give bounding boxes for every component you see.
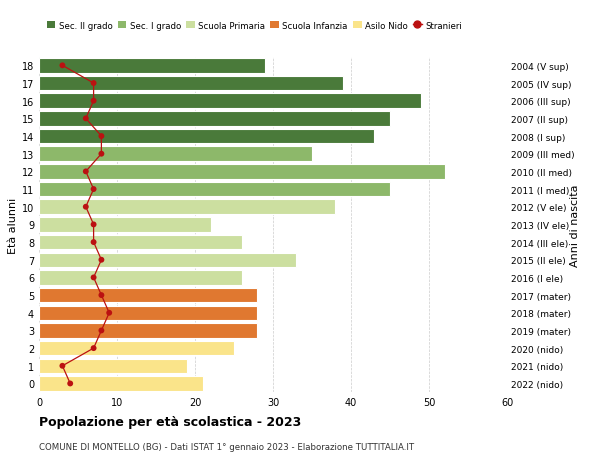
Point	[97, 292, 106, 299]
Point	[81, 115, 91, 123]
Point	[104, 309, 114, 317]
Text: Popolazione per età scolastica - 2023: Popolazione per età scolastica - 2023	[39, 415, 301, 428]
Point	[97, 133, 106, 140]
Point	[89, 345, 98, 352]
Bar	[39, 147, 312, 162]
Bar	[39, 376, 203, 391]
Point	[89, 274, 98, 281]
Bar	[39, 94, 421, 109]
Text: COMUNE DI MONTELLO (BG) - Dati ISTAT 1° gennaio 2023 - Elaborazione TUTTITALIA.I: COMUNE DI MONTELLO (BG) - Dati ISTAT 1° …	[39, 442, 414, 451]
Point	[81, 168, 91, 176]
Bar	[39, 253, 296, 268]
Bar	[39, 359, 187, 373]
Point	[58, 362, 67, 369]
Point	[89, 221, 98, 229]
Point	[65, 380, 75, 387]
Y-axis label: Età alunni: Età alunni	[8, 197, 17, 253]
Point	[97, 327, 106, 335]
Bar	[39, 324, 257, 338]
Bar	[39, 112, 390, 126]
Point	[81, 204, 91, 211]
Y-axis label: Anni di nascita: Anni di nascita	[571, 184, 580, 266]
Bar	[39, 165, 445, 179]
Point	[89, 239, 98, 246]
Bar	[39, 59, 265, 73]
Bar	[39, 218, 211, 232]
Legend: Sec. II grado, Sec. I grado, Scuola Primaria, Scuola Infanzia, Asilo Nido, Stran: Sec. II grado, Sec. I grado, Scuola Prim…	[43, 18, 465, 34]
Bar	[39, 306, 257, 320]
Bar	[39, 271, 242, 285]
Point	[89, 80, 98, 88]
Point	[89, 186, 98, 193]
Bar	[39, 77, 343, 91]
Bar	[39, 235, 242, 250]
Point	[89, 98, 98, 105]
Point	[97, 151, 106, 158]
Bar	[39, 288, 257, 302]
Point	[58, 62, 67, 70]
Point	[97, 257, 106, 264]
Bar	[39, 341, 234, 356]
Bar	[39, 182, 390, 197]
Bar	[39, 129, 374, 144]
Bar	[39, 200, 335, 214]
